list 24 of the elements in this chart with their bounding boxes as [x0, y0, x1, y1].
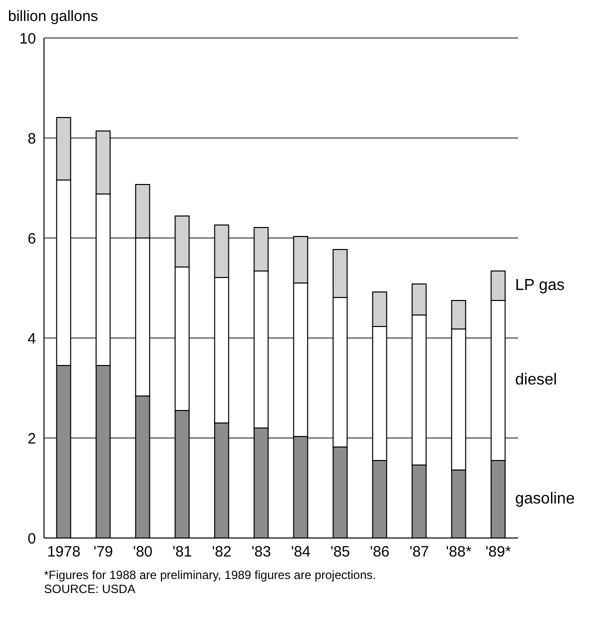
x-tick-label: '83 — [251, 544, 272, 561]
x-tick-label: '79 — [93, 544, 114, 561]
x-tick-label: '84 — [290, 544, 311, 561]
x-tick-label: '88* — [446, 544, 472, 561]
y-tick-label: 4 — [28, 330, 36, 348]
source-note: SOURCE: USDA — [44, 582, 136, 596]
x-tick-label: '89* — [486, 544, 512, 561]
x-tick-label: '82 — [212, 544, 232, 561]
x-tick-label: '85 — [330, 544, 350, 561]
y-tick-label: 2 — [28, 430, 36, 448]
x-tick-label: '81 — [172, 544, 192, 561]
y-tick-label: 10 — [19, 30, 36, 48]
x-tick-label: '80 — [132, 544, 153, 561]
text: *Figures for 1988 are preliminary, 1989 figures are projections. — [44, 568, 377, 582]
series-label: LP gas — [515, 276, 565, 294]
x-tick-label: '87 — [409, 544, 430, 561]
series-label: diesel — [515, 372, 557, 389]
y-tick-label: 6 — [28, 230, 36, 248]
y-axis-title: billion gallons — [8, 8, 100, 27]
y-tick-label: 8 — [28, 130, 36, 148]
x-tick-label: '86 — [370, 544, 390, 561]
series-label: gasoline — [515, 490, 575, 508]
y-tick-label: 0 — [28, 530, 36, 548]
x-tick-label: 1978 — [47, 544, 80, 561]
